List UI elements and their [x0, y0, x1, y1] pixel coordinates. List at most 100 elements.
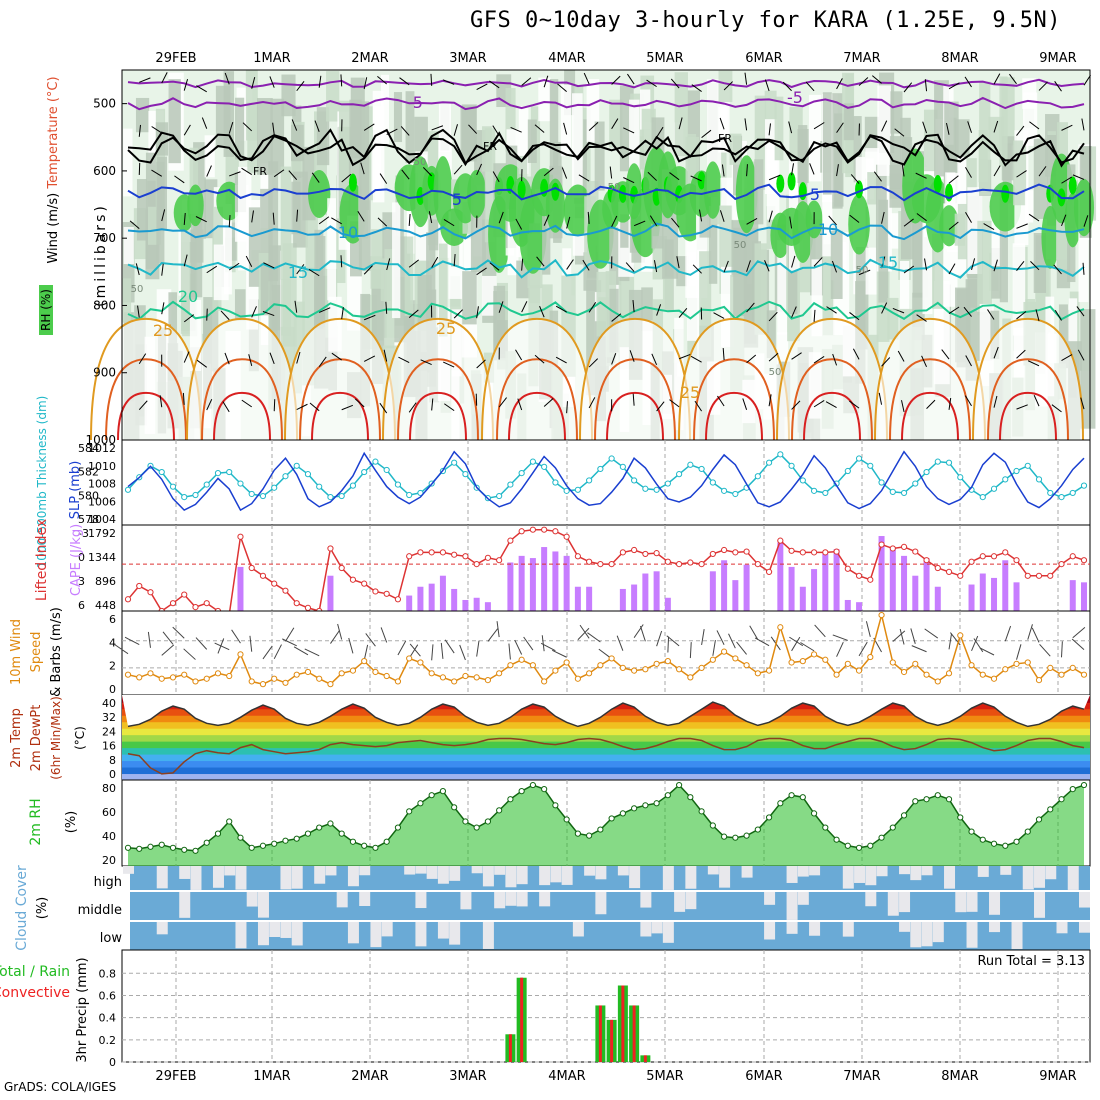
cloud-gap [212, 866, 224, 888]
thickness-line-point [1069, 489, 1076, 497]
rh-fill-cell [474, 130, 486, 186]
wind-barb [651, 353, 658, 366]
cape-bar [406, 595, 413, 611]
rh-fill-cell [822, 180, 833, 257]
wind-barb [971, 258, 976, 271]
rh-fill-cell [774, 96, 784, 161]
wind-speed-line-point [608, 655, 615, 662]
wind-speed-line-point [349, 667, 357, 674]
lifted-index-line-point [1080, 557, 1088, 564]
axis-tick: 896 [95, 575, 116, 588]
cloud-gap [1034, 866, 1046, 888]
temperature-contour [127, 222, 1085, 241]
rh-fill-cell [529, 255, 541, 304]
cloud-gap [719, 866, 731, 888]
date-label-top: 8MAR [941, 51, 978, 66]
wind-barb [272, 122, 275, 135]
cloud-gap [516, 866, 528, 885]
rh-fill-cell [754, 243, 767, 335]
wind-barb [385, 301, 388, 314]
wind-barb [476, 267, 487, 276]
rh-fill-cell [189, 147, 199, 214]
cloud-gap [1011, 922, 1023, 950]
thickness-line-point [203, 481, 210, 488]
cape-bar [799, 586, 806, 611]
wind-barb [129, 220, 140, 229]
wind-barb [692, 264, 702, 274]
wind-barb [498, 397, 507, 408]
wind-barb [1061, 641, 1063, 658]
wind-barb [924, 628, 939, 639]
cloud-gap [876, 866, 888, 877]
cloud-gap [359, 892, 371, 906]
rh-peak-blob [551, 182, 560, 201]
wind-barb [805, 81, 815, 92]
thickness-line-point [878, 479, 885, 486]
wind-barb [138, 124, 142, 137]
wind-speed-line-point [293, 671, 300, 678]
lifted-index-line-point [439, 549, 447, 556]
thickness-line-point [945, 459, 953, 466]
wind-speed-line-point [698, 664, 705, 672]
wind-speed-line-point [799, 658, 806, 665]
rh2m-line-point [788, 792, 795, 799]
rh2m-line-point [765, 814, 773, 821]
wind-speed-line-point [945, 670, 953, 677]
wind-barb [224, 72, 230, 85]
warm-contour [901, 391, 959, 441]
wind-barb [993, 73, 1001, 85]
cloud-gap [966, 922, 978, 948]
cloud-gap [370, 922, 382, 948]
wind-barb [515, 218, 523, 230]
wind-barb [399, 77, 410, 86]
rh-fill-cell [123, 226, 134, 265]
lifted-index-line-point [889, 545, 896, 552]
panel-axis-label: (%) [35, 897, 50, 920]
wind-barb [431, 398, 434, 411]
rh2m-line-point [631, 805, 638, 812]
axis-tick: 1010 [88, 460, 116, 473]
date-label-bottom: 3MAR [449, 1069, 486, 1084]
lifted-index-line-point [1058, 560, 1065, 568]
wind-speed-line-point [563, 659, 570, 666]
thickness-line-point [900, 489, 908, 497]
rh-fill-cell [223, 71, 235, 157]
rh2m-line-point [619, 810, 626, 817]
contour-label: 25 [436, 319, 456, 338]
date-label-top: 3MAR [449, 51, 486, 66]
rh-contour-label: 50 [734, 240, 747, 251]
cloud-gap [1045, 866, 1057, 880]
wind-barb [849, 214, 860, 223]
cloud-gap [257, 892, 269, 918]
wind-barb [858, 77, 869, 86]
lifted-index-line-point [597, 560, 604, 568]
cloud-gap [797, 866, 809, 877]
wind-barb [633, 624, 644, 638]
rh-peak-blob [1001, 184, 1010, 203]
temp-line [127, 701, 1085, 728]
wind-barb [719, 117, 725, 130]
cloud-gap [291, 922, 303, 946]
cloud-gap [910, 922, 922, 948]
thickness-line-point [777, 451, 784, 458]
rh-fill-cell [900, 117, 911, 166]
lifted-index-line-point [1069, 553, 1076, 560]
rh2m-line-point [406, 808, 413, 815]
credit-text: GrADS: COLA/IGES [4, 1080, 117, 1094]
wind-speed-line-point [1047, 664, 1054, 672]
temp-mask [122, 695, 1090, 727]
rh2m-line-point [462, 818, 469, 825]
wind-barb [993, 259, 998, 272]
wind-barb [813, 257, 823, 267]
wind-barb [1051, 404, 1062, 413]
wind-barb [443, 219, 455, 227]
wind-barb [523, 636, 534, 651]
axis-tick: 0 [109, 683, 116, 696]
lifted-index-line-point [394, 596, 402, 603]
wind-barb [611, 215, 618, 227]
rh-fill-cell [204, 135, 215, 178]
lifted-index-line-point [304, 604, 312, 611]
rh-fill-cell [538, 77, 551, 122]
cloud-gap [404, 866, 416, 875]
axis-tick: -3 [78, 527, 89, 540]
